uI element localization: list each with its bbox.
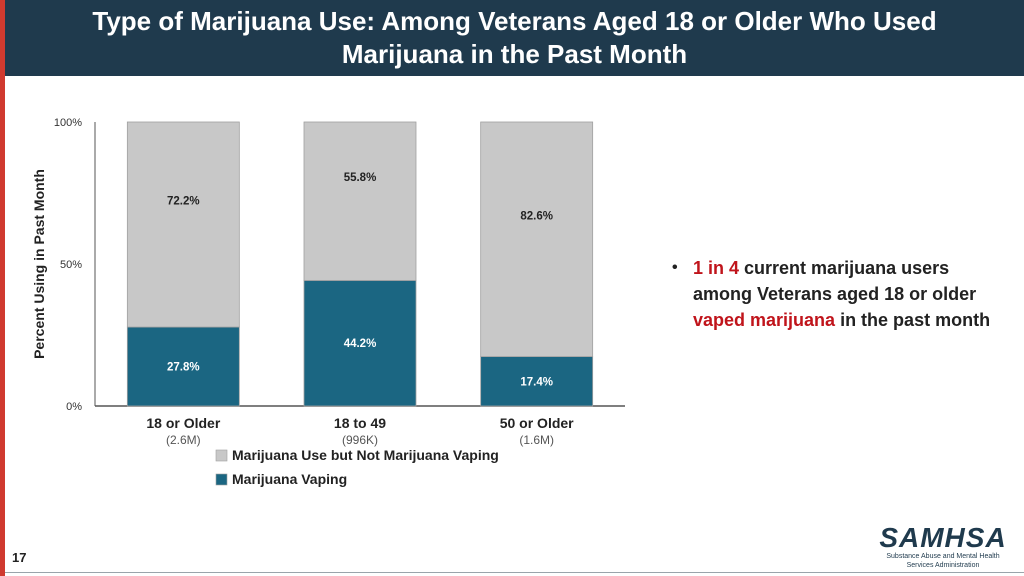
y-tick-label: 50% xyxy=(60,259,82,271)
finding-count: 1 in 4 xyxy=(693,258,740,278)
logo-subtitle-line1: Substance Abuse and Mental Health xyxy=(886,553,1000,560)
bullet-point-icon: • xyxy=(672,259,678,276)
legend-label: Marijuana Vaping xyxy=(232,471,347,487)
legend-swatch xyxy=(215,449,228,462)
footer-divider xyxy=(5,572,1024,573)
bar-segment-non-vaping xyxy=(480,121,594,357)
bar-data-label: 17.4% xyxy=(520,376,553,388)
x-category-sublabel: (1.6M) xyxy=(519,433,554,447)
y-axis-label: Percent Using in Past Month xyxy=(31,169,47,359)
x-category-label: 18 to 49 xyxy=(334,415,386,431)
title-banner: Type of Marijuana Use: Among Veterans Ag… xyxy=(5,0,1024,76)
stacked-bar-chart: Percent Using in Past Month 0% 50% 100% 27.8… xyxy=(31,117,625,487)
legend-swatch xyxy=(215,473,228,486)
x-category-label: 18 or Older xyxy=(146,415,220,431)
bar-data-label: 55.8% xyxy=(344,172,377,184)
logo-subtitle-line2: Services Administration xyxy=(906,562,980,569)
bar-segment-non-vaping xyxy=(126,121,240,328)
bar-data-label: 27.8% xyxy=(167,362,200,374)
y-tick-label: 100% xyxy=(54,117,82,129)
page-number: 17 xyxy=(12,550,27,565)
samhsa-logo: SAMHSA Substance Abuse and Mental Health… xyxy=(878,524,1008,570)
bar-data-label: 44.2% xyxy=(344,338,377,350)
key-finding-text: 1 in 4 current marijuana users among Vet… xyxy=(693,255,993,333)
bar-data-label: 72.2% xyxy=(167,196,200,208)
slide-title-line1: Type of Marijuana Use: Among Veterans Ag… xyxy=(92,6,937,36)
bar-segment-vaping xyxy=(480,356,594,407)
finding-text-part2: in the past month xyxy=(835,310,991,330)
x-category-label: 50 or Older xyxy=(500,415,574,431)
x-category-sublabel: (996K) xyxy=(342,433,378,447)
slide-title-line2: Marijuana in the Past Month xyxy=(341,39,688,69)
bar-segment-vaping xyxy=(126,326,240,407)
bar-segment-non-vaping xyxy=(303,121,417,281)
legend-label: Marijuana Use but Not Marijuana Vaping xyxy=(232,447,499,463)
bar-data-label: 82.6% xyxy=(520,210,553,222)
finding-text-part1: current marijuana users among Veterans a… xyxy=(693,258,977,304)
left-accent-bar xyxy=(0,0,5,576)
logo-wordmark: SAMHSA xyxy=(879,522,1007,553)
finding-highlight: vaped marijuana xyxy=(693,310,836,330)
y-tick-label: 0% xyxy=(66,401,82,413)
x-category-sublabel: (2.6M) xyxy=(166,433,201,447)
